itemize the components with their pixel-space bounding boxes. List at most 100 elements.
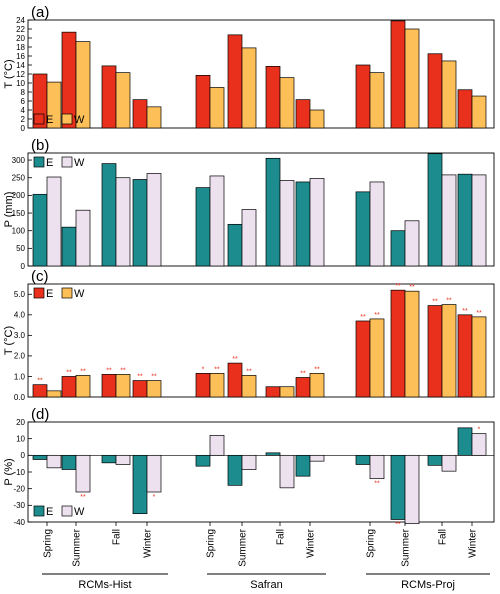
legend-label: W [74, 506, 85, 518]
y-tick-label: -40 [13, 518, 25, 527]
significance-mark: ** [80, 368, 86, 375]
bar-w [241, 375, 257, 398]
panel-frame [27, 152, 495, 267]
significance-mark: * [478, 427, 481, 434]
significance-mark: ** [476, 310, 482, 317]
bar-w [146, 454, 162, 493]
y-tick-label: 3.0 [14, 331, 26, 340]
bar-w [441, 304, 457, 398]
y-tick-label: 22 [16, 25, 25, 34]
bar-w [146, 173, 162, 267]
x-tick-label: Summer [238, 528, 249, 566]
x-tick-label: Winter [143, 528, 154, 558]
y-tick-label: 10 [16, 79, 25, 88]
significance-mark: ** [106, 367, 112, 374]
bar-w [441, 454, 457, 472]
x-tick-label: Spring [206, 529, 217, 558]
bar-w [75, 209, 91, 267]
bar-w [46, 454, 62, 469]
bar-w [309, 178, 325, 267]
y-tick-label: 0 [21, 262, 26, 271]
bar-w [209, 87, 225, 129]
bar-w [404, 454, 420, 525]
bar-e [227, 362, 243, 398]
y-tick-label: 200 [12, 191, 26, 200]
bar-e [101, 163, 117, 267]
bar-e [227, 223, 243, 267]
bar-w [115, 72, 131, 129]
bar-w [369, 72, 385, 129]
bar-e [227, 34, 243, 129]
y-tick-label: 24 [16, 16, 25, 25]
y-tick-label: 300 [12, 156, 26, 165]
y-tick-label: 0 [21, 451, 26, 460]
bar-e [265, 452, 281, 456]
panel-frame [27, 283, 495, 398]
bar-w [471, 174, 487, 267]
x-tick-label: Winter [468, 528, 479, 558]
x-tick-label: Fall [276, 529, 287, 545]
legend-label: W [74, 114, 85, 126]
bar-w [75, 41, 91, 129]
legend-swatch [33, 505, 45, 517]
bar-w [146, 106, 162, 129]
bar-w [279, 386, 295, 398]
bar-e [295, 454, 311, 477]
panel-label: (d) [31, 406, 49, 423]
bar-w [279, 454, 295, 489]
x-tick-label: Spring [43, 529, 54, 558]
bar-w [209, 434, 225, 456]
bar-e [355, 191, 371, 267]
bar-w [309, 109, 325, 129]
significance-mark: ** [374, 481, 380, 488]
legend-label: W [74, 157, 85, 169]
bar-e [265, 386, 281, 398]
bar-e [295, 377, 311, 398]
bar-e [132, 99, 148, 129]
y-tick-label: 150 [12, 209, 26, 218]
bar-e [195, 187, 211, 267]
y-tick-label: 20 [16, 418, 25, 427]
bar-e [265, 157, 281, 267]
significance-mark: ** [246, 368, 252, 375]
bar-w [404, 220, 420, 267]
y-tick-label: 50 [16, 244, 25, 253]
legend-label: W [74, 288, 85, 300]
x-tick-label: Spring [366, 529, 377, 558]
bar-e [195, 454, 211, 467]
bar-e [390, 454, 406, 520]
bar-w [471, 95, 487, 129]
bar-w [75, 454, 91, 493]
panel-label: (c) [31, 268, 49, 285]
significance-mark: ** [300, 370, 306, 377]
y-axis-label: T (°C) [3, 326, 15, 355]
significance-mark: ** [432, 299, 438, 306]
bar-w [369, 454, 385, 480]
bar-e [427, 305, 443, 398]
bar-e [295, 181, 311, 267]
bar-e [295, 99, 311, 129]
y-tick-label: 12 [16, 70, 25, 79]
y-tick-label: 10 [16, 434, 25, 443]
significance-mark: * [202, 366, 205, 373]
bar-e [61, 376, 77, 398]
bar-e [227, 454, 243, 486]
bar-e [61, 454, 77, 470]
significance-mark: ** [151, 374, 157, 381]
y-tick-label: 4 [21, 106, 26, 115]
y-tick-label: 250 [12, 174, 26, 183]
bar-w [46, 390, 62, 398]
y-tick-label: 20 [16, 34, 25, 43]
bar-e [457, 314, 473, 398]
legend-swatch [61, 156, 73, 168]
bar-w [241, 454, 257, 470]
bar-e [101, 374, 117, 398]
bar-w [471, 433, 487, 456]
y-tick-label: 4.0 [14, 311, 26, 320]
x-axis: Spring Summer Fall Winter Spring Summer Fall Wi… [42, 522, 490, 591]
significance-mark: ** [120, 367, 126, 374]
bar-e [427, 53, 443, 129]
